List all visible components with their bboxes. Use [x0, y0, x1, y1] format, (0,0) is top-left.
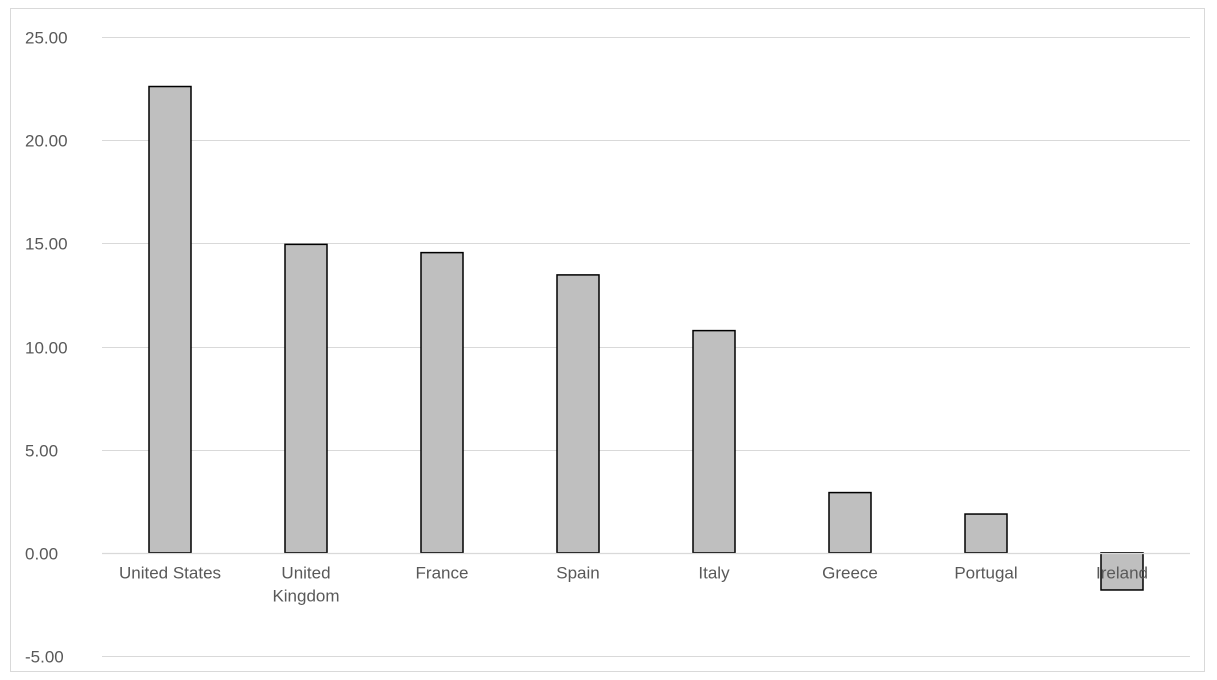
- x-axis-tick-labels: United States United Kingdom France Spain Ita…: [119, 564, 1148, 606]
- y-tick-label: 15.00: [25, 235, 68, 254]
- y-tick-label: -5.00: [25, 648, 64, 667]
- x-tick-label: Portugal: [954, 564, 1017, 583]
- bar-ireland: [1100, 552, 1144, 591]
- x-tick-label: United Kingdom: [272, 564, 339, 606]
- bar-united-states: [148, 85, 192, 554]
- bar-united-kingdom: [284, 243, 328, 554]
- y-tick-label: 5.00: [25, 442, 58, 461]
- x-tick-label: France: [416, 564, 469, 583]
- x-tick-label: Greece: [822, 564, 878, 583]
- y-axis-tick-labels: 25.00 20.00 15.00 10.00 5.00 0.00 -5.00: [25, 29, 68, 667]
- bar-greece: [828, 491, 872, 554]
- y-tick-label: 25.00: [25, 29, 68, 48]
- bars: [148, 85, 1144, 591]
- y-tick-label: 20.00: [25, 132, 68, 151]
- chart-frame: [10, 8, 1205, 672]
- x-tick-label: United States: [119, 564, 221, 583]
- x-tick-label: Spain: [556, 564, 599, 583]
- gridlines: [102, 37, 1190, 657]
- bar-italy: [692, 329, 736, 554]
- bar-portugal: [964, 513, 1008, 554]
- y-tick-label: 10.00: [25, 339, 68, 358]
- x-tick-label: Italy: [698, 564, 730, 583]
- bar-spain: [556, 274, 600, 554]
- bar-france: [420, 251, 464, 554]
- y-tick-label: 0.00: [25, 545, 58, 564]
- x-tick-label: Ireland: [1096, 564, 1148, 583]
